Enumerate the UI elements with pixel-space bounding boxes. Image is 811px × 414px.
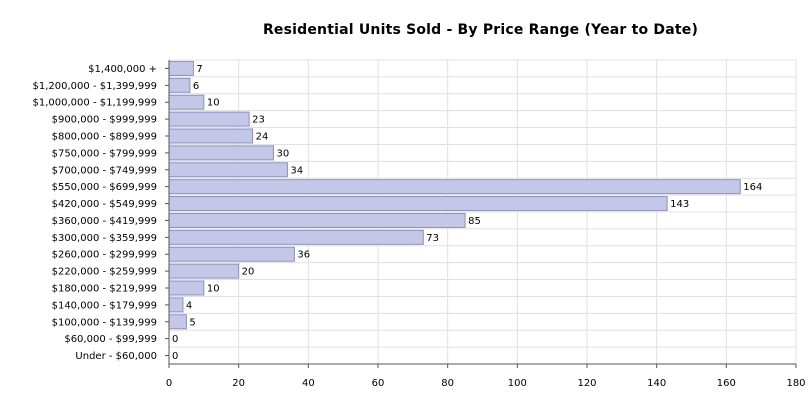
x-tick-label: 0	[166, 378, 172, 389]
bar	[168, 128, 254, 144]
grid-lines	[169, 59, 797, 365]
category-label: Under - $60,000	[75, 351, 157, 362]
chart-title: Residential Units Sold - By Price Range …	[262, 22, 699, 38]
data-label: 164	[743, 182, 762, 193]
bar	[168, 314, 187, 330]
data-label: 36	[297, 250, 310, 261]
category-label: $1,400,000 +	[88, 64, 157, 75]
data-label: 0	[172, 351, 178, 362]
data-label: 34	[290, 165, 303, 176]
category-label: $900,000 - $999,999	[52, 115, 157, 126]
category-label: $140,000 - $179,999	[52, 300, 157, 311]
bar	[168, 196, 668, 212]
data-label: 85	[468, 216, 481, 227]
bar	[168, 60, 194, 76]
category-label: $550,000 - $699,999	[52, 182, 157, 193]
category-label: $1,200,000 - $1,399,999	[33, 81, 157, 92]
bar	[168, 280, 205, 296]
category-label: $420,000 - $549,999	[52, 199, 157, 210]
x-tick-label: 80	[441, 378, 454, 389]
axes: 0 20 40 60 80 100 120 140 160 180	[165, 60, 806, 389]
category-label: $260,000 - $299,999	[52, 250, 157, 261]
bar	[168, 111, 250, 127]
data-label: 24	[256, 132, 269, 143]
category-label: $300,000 - $359,999	[52, 233, 157, 244]
bar	[168, 77, 191, 93]
data-label: 4	[186, 300, 192, 311]
x-tick-label: 60	[372, 378, 385, 389]
labels: $1,400,000 + 7 $1,200,000 - $1,399,999 6 $1,…	[33, 64, 763, 362]
x-tick-label: 140	[647, 378, 666, 389]
category-label: $750,000 - $799,999	[52, 148, 157, 159]
bar	[168, 212, 466, 228]
category-label: $1,000,000 - $1,199,999	[33, 98, 157, 109]
category-label: $60,000 - $99,999	[64, 334, 157, 345]
x-tick-label: 20	[232, 378, 245, 389]
category-label: $700,000 - $749,999	[52, 165, 157, 176]
data-label: 20	[242, 267, 255, 278]
category-label: $180,000 - $219,999	[52, 284, 157, 295]
x-tick-label: 120	[577, 378, 596, 389]
x-tick-label: 160	[717, 378, 736, 389]
data-label: 10	[207, 284, 220, 295]
x-tick-label: 40	[302, 378, 315, 389]
bar	[168, 179, 741, 195]
bar	[168, 145, 274, 161]
data-label: 10	[207, 98, 220, 109]
bars	[168, 60, 741, 330]
data-label: 6	[193, 81, 199, 92]
bar	[168, 246, 295, 262]
data-label: 30	[277, 148, 290, 159]
data-label: 73	[426, 233, 439, 244]
bar	[168, 229, 424, 245]
x-tick-label: 100	[508, 378, 527, 389]
bar	[168, 263, 240, 279]
bar	[168, 94, 205, 110]
category-label: $800,000 - $899,999	[52, 132, 157, 143]
bar	[168, 297, 184, 313]
category-label: $100,000 - $139,999	[52, 317, 157, 328]
x-tick-label: 180	[786, 378, 805, 389]
category-label: $360,000 - $419,999	[52, 216, 157, 227]
data-label: 7	[196, 64, 202, 75]
bar	[168, 162, 288, 178]
data-label: 5	[189, 317, 195, 328]
data-label: 23	[252, 115, 265, 126]
data-label: 143	[670, 199, 689, 210]
category-label: $220,000 - $259,999	[52, 267, 157, 278]
data-label: 0	[172, 334, 178, 345]
